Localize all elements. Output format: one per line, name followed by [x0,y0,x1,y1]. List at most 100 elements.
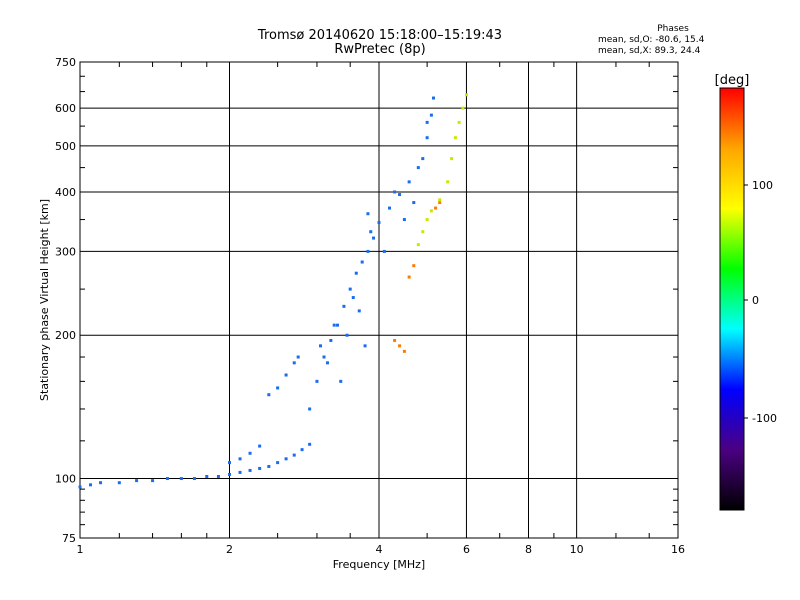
data-point [319,344,323,348]
data-point [248,451,252,455]
data-point [398,344,402,348]
data-point [228,461,231,465]
data-point [425,218,429,222]
data-point [315,379,319,383]
data-point [429,209,433,213]
data-point [360,260,364,264]
data-point [296,355,300,359]
data-point [366,249,370,253]
colorbar-tick-label: 0 [752,294,759,307]
data-point [446,180,450,184]
data-point [393,190,397,194]
colorbar-tick-label: -100 [752,412,777,425]
x-tick-label: 4 [376,543,383,556]
data-point [284,373,288,377]
data-point [412,201,416,205]
phases-x: mean, sd,X: 89.3, 24.4 [598,46,701,56]
data-point [407,180,411,184]
colorbar [719,87,745,511]
data-point [421,230,425,234]
colorbar-label: [deg] [715,73,750,88]
data-point [402,218,406,222]
data-point [151,479,155,483]
chart-title-line1: Tromsø 20140620 15:18:00–15:19:43 [257,28,503,43]
data-point [238,470,242,474]
data-point [438,201,442,205]
data-point [179,477,183,481]
data-point [429,113,433,117]
y-tick-label: 100 [55,473,76,486]
data-point [339,379,343,383]
data-point [402,349,406,353]
data-point [292,361,296,365]
x-tick-label: 2 [226,543,233,556]
data-point [345,333,349,337]
data-point [432,96,436,100]
data-point [357,309,361,313]
data-point [354,271,358,275]
y-tick-label: 600 [55,102,76,115]
y-tick-label: 500 [55,140,76,153]
data-point [300,448,304,452]
phases-title: Phases [657,24,689,34]
x-tick-label: 8 [525,543,532,556]
data-point [248,468,252,472]
y-axis-label: Stationary phase Virtual Height [km] [38,199,51,401]
y-tick-label: 200 [55,329,76,342]
data-point [348,287,352,291]
data-point [425,120,429,124]
data-point [461,106,465,110]
data-point [284,457,288,461]
data-point [351,296,355,300]
y-tick-label: 750 [55,56,76,69]
x-tick-label: 16 [671,543,685,556]
data-point [89,483,93,487]
data-point [165,477,169,481]
data-point [228,472,231,476]
data-point [438,198,442,202]
data-point [342,304,346,308]
data-point [398,193,402,197]
data-point [205,474,209,478]
data-point [388,206,392,210]
data-point [453,136,457,140]
colorbar-tick-label: 100 [752,179,773,192]
data-point [407,275,411,279]
x-tick-label: 10 [570,543,584,556]
data-point [425,136,429,140]
data-point [369,230,373,234]
data-point [372,236,376,240]
data-point [329,338,333,342]
data-point [267,464,271,468]
data-point [412,264,416,268]
data-point [308,442,312,446]
phases-o: mean, sd,O: -80.6, 15.4 [598,35,705,45]
data-point [416,166,420,170]
data-point [99,481,103,485]
x-axis-label: Frequency [MHz] [333,558,425,571]
y-tick-label: 300 [55,245,76,258]
data-point [377,221,381,225]
chart-title-line2: RwPretec (8p) [334,42,426,57]
data-point [366,212,370,216]
data-point [450,157,454,161]
data-point [276,386,280,390]
data-point [325,361,329,365]
x-tick-label: 1 [77,543,84,556]
data-point [267,393,271,397]
data-point [421,157,425,161]
data-point [382,249,386,253]
data-point [363,344,367,348]
data-point [238,457,242,461]
data-point [276,461,280,465]
x-tick-label: 6 [463,543,470,556]
data-point [464,93,468,97]
data-point [336,323,340,327]
data-point [332,323,336,327]
data-point [117,481,121,485]
data-point [308,407,312,411]
data-point [292,453,296,457]
data-point [258,466,262,470]
y-tick-label: 400 [55,186,76,199]
